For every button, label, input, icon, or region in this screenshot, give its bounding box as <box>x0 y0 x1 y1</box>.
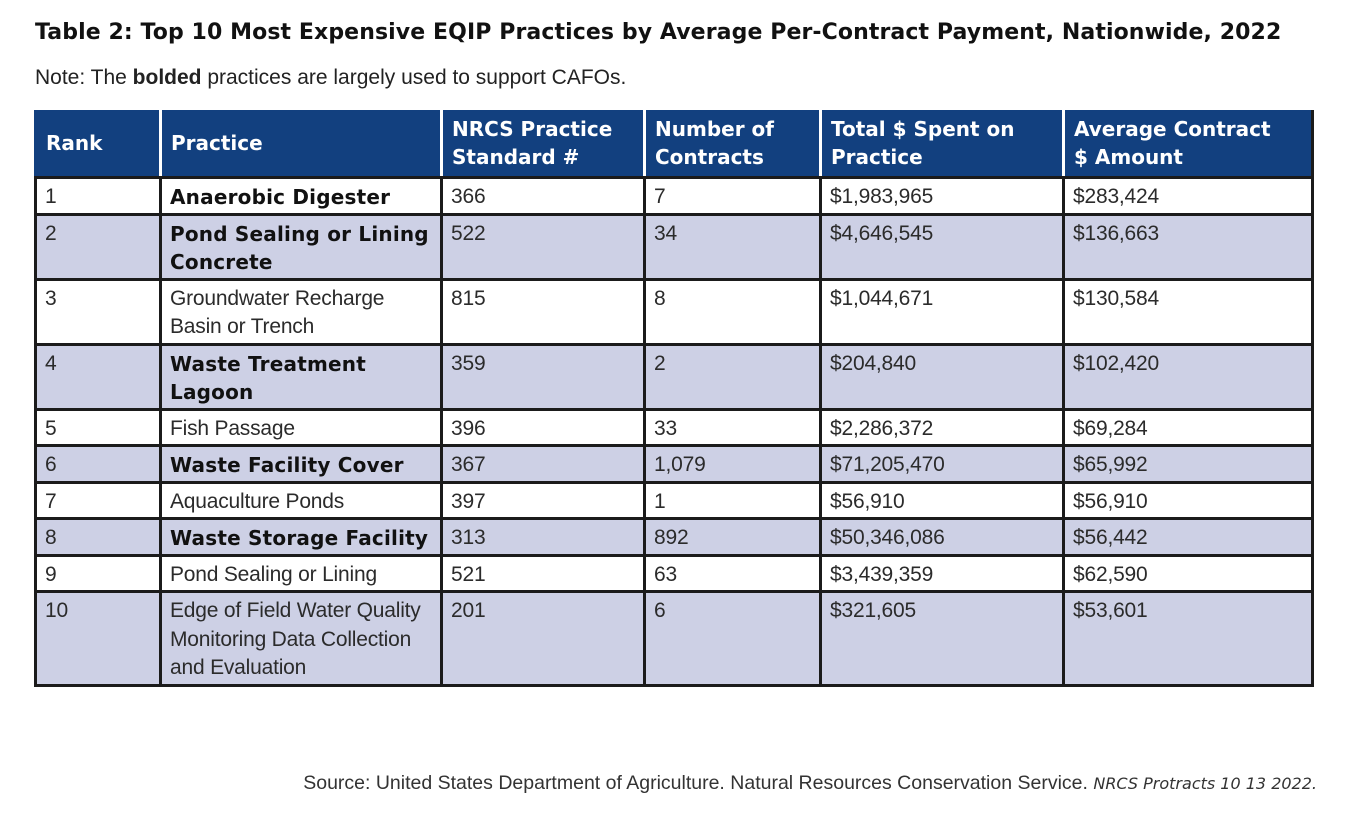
cell-average: $136,663 <box>1062 212 1313 279</box>
header-standard: NRCS Practice Standard # <box>440 110 645 179</box>
cell-contracts: 6 <box>643 590 821 685</box>
header-contracts-line1: Number of <box>655 117 774 141</box>
note-prefix: Note: The <box>35 66 133 89</box>
cell-rank: 4 <box>34 342 161 409</box>
table-note: Note: The bolded practices are largely u… <box>35 66 626 90</box>
cell-average: $102,420 <box>1062 342 1313 409</box>
header-standard-line1: NRCS Practice <box>452 117 613 141</box>
cell-rank: 10 <box>34 590 161 685</box>
cell-practice: Pond Sealing or Lining Concrete <box>159 212 442 279</box>
table-row: 8 Waste Storage Facility 313 892 $50,346… <box>34 517 1313 555</box>
cell-practice: Aquaculture Ponds <box>159 480 442 519</box>
header-practice: Practice <box>159 110 442 179</box>
cell-practice: Waste Facility Cover <box>159 444 442 482</box>
cell-contracts: 2 <box>643 342 821 409</box>
source-citation: Source: United States Department of Agri… <box>303 772 1317 795</box>
cell-average: $283,424 <box>1062 176 1313 214</box>
cell-contracts: 7 <box>643 176 821 214</box>
cell-total: $4,646,545 <box>819 212 1064 279</box>
note-suffix: practices are largely used to support CA… <box>201 66 627 89</box>
cell-practice: Fish Passage <box>159 407 442 446</box>
cell-rank: 8 <box>34 517 161 555</box>
cell-standard: 815 <box>440 277 645 344</box>
cell-contracts: 63 <box>643 553 821 592</box>
cell-average: $62,590 <box>1062 553 1313 592</box>
eqip-practices-table: Rank Practice NRCS Practice Standard # Nu… <box>34 110 1314 687</box>
cell-practice: Edge of Field Water Quality Monitoring D… <box>159 590 442 685</box>
table-row: 9 Pond Sealing or Lining 521 63 $3,439,3… <box>34 553 1313 592</box>
cell-total: $321,605 <box>819 590 1064 685</box>
cell-total: $1,983,965 <box>819 176 1064 214</box>
cell-standard: 522 <box>440 212 645 279</box>
header-contracts-line2: Contracts <box>655 145 764 169</box>
cell-contracts: 1,079 <box>643 444 821 482</box>
cell-average: $56,910 <box>1062 480 1313 519</box>
cell-standard: 367 <box>440 444 645 482</box>
cell-average: $56,442 <box>1062 517 1313 555</box>
table-row: 3 Groundwater Recharge Basin or Trench 8… <box>34 277 1313 344</box>
header-average-line2: $ Amount <box>1074 145 1183 169</box>
note-bold-word: bolded <box>132 66 202 89</box>
header-standard-line2: Standard # <box>452 145 580 169</box>
cell-total: $50,346,086 <box>819 517 1064 555</box>
cell-contracts: 892 <box>643 517 821 555</box>
cell-rank: 2 <box>34 212 161 279</box>
cell-standard: 366 <box>440 176 645 214</box>
cell-practice: Groundwater Recharge Basin or Trench <box>159 277 442 344</box>
header-total-line1: Total $ Spent on <box>831 117 1015 141</box>
table-row: 5 Fish Passage 396 33 $2,286,372 $69,284 <box>34 407 1313 446</box>
header-total-line2: Practice <box>831 145 923 169</box>
cell-contracts: 34 <box>643 212 821 279</box>
table-row: 4 Waste Treatment Lagoon 359 2 $204,840 … <box>34 342 1313 409</box>
cell-standard: 397 <box>440 480 645 519</box>
table-header-row: Rank Practice NRCS Practice Standard # Nu… <box>34 110 1313 179</box>
table-row: 7 Aquaculture Ponds 397 1 $56,910 $56,91… <box>34 480 1313 519</box>
cell-standard: 359 <box>440 342 645 409</box>
cell-total: $3,439,359 <box>819 553 1064 592</box>
cell-total: $2,286,372 <box>819 407 1064 446</box>
source-text: Source: United States Department of Agri… <box>303 772 1094 794</box>
cell-practice: Waste Storage Facility <box>159 517 442 555</box>
table-row: 10 Edge of Field Water Quality Monitorin… <box>34 590 1313 685</box>
source-italic: NRCS Protracts 10 13 2022. <box>1093 774 1317 793</box>
cell-average: $53,601 <box>1062 590 1313 685</box>
cell-total: $1,044,671 <box>819 277 1064 344</box>
header-contracts: Number of Contracts <box>643 110 821 179</box>
cell-rank: 7 <box>34 480 161 519</box>
header-rank: Rank <box>34 110 161 179</box>
cell-average: $65,992 <box>1062 444 1313 482</box>
table-title: Table 2: Top 10 Most Expensive EQIP Prac… <box>35 20 1282 45</box>
cell-rank: 1 <box>34 176 161 214</box>
cell-practice: Anaerobic Digester <box>159 176 442 214</box>
cell-standard: 521 <box>440 553 645 592</box>
cell-standard: 201 <box>440 590 645 685</box>
cell-total: $71,205,470 <box>819 444 1064 482</box>
table-row: 1 Anaerobic Digester 366 7 $1,983,965 $2… <box>34 176 1313 214</box>
cell-rank: 3 <box>34 277 161 344</box>
cell-total: $56,910 <box>819 480 1064 519</box>
cell-average: $130,584 <box>1062 277 1313 344</box>
cell-standard: 396 <box>440 407 645 446</box>
cell-contracts: 33 <box>643 407 821 446</box>
cell-practice: Waste Treatment Lagoon <box>159 342 442 409</box>
cell-practice: Pond Sealing or Lining <box>159 553 442 592</box>
cell-contracts: 8 <box>643 277 821 344</box>
cell-rank: 6 <box>34 444 161 482</box>
cell-total: $204,840 <box>819 342 1064 409</box>
table-row: 2 Pond Sealing or Lining Concrete 522 34… <box>34 212 1313 279</box>
cell-rank: 9 <box>34 553 161 592</box>
cell-rank: 5 <box>34 407 161 446</box>
header-average: Average Contract $ Amount <box>1062 110 1313 179</box>
cell-contracts: 1 <box>643 480 821 519</box>
cell-average: $69,284 <box>1062 407 1313 446</box>
cell-standard: 313 <box>440 517 645 555</box>
header-total: Total $ Spent on Practice <box>819 110 1064 179</box>
table-row: 6 Waste Facility Cover 367 1,079 $71,205… <box>34 444 1313 482</box>
header-average-line1: Average Contract <box>1074 117 1271 141</box>
